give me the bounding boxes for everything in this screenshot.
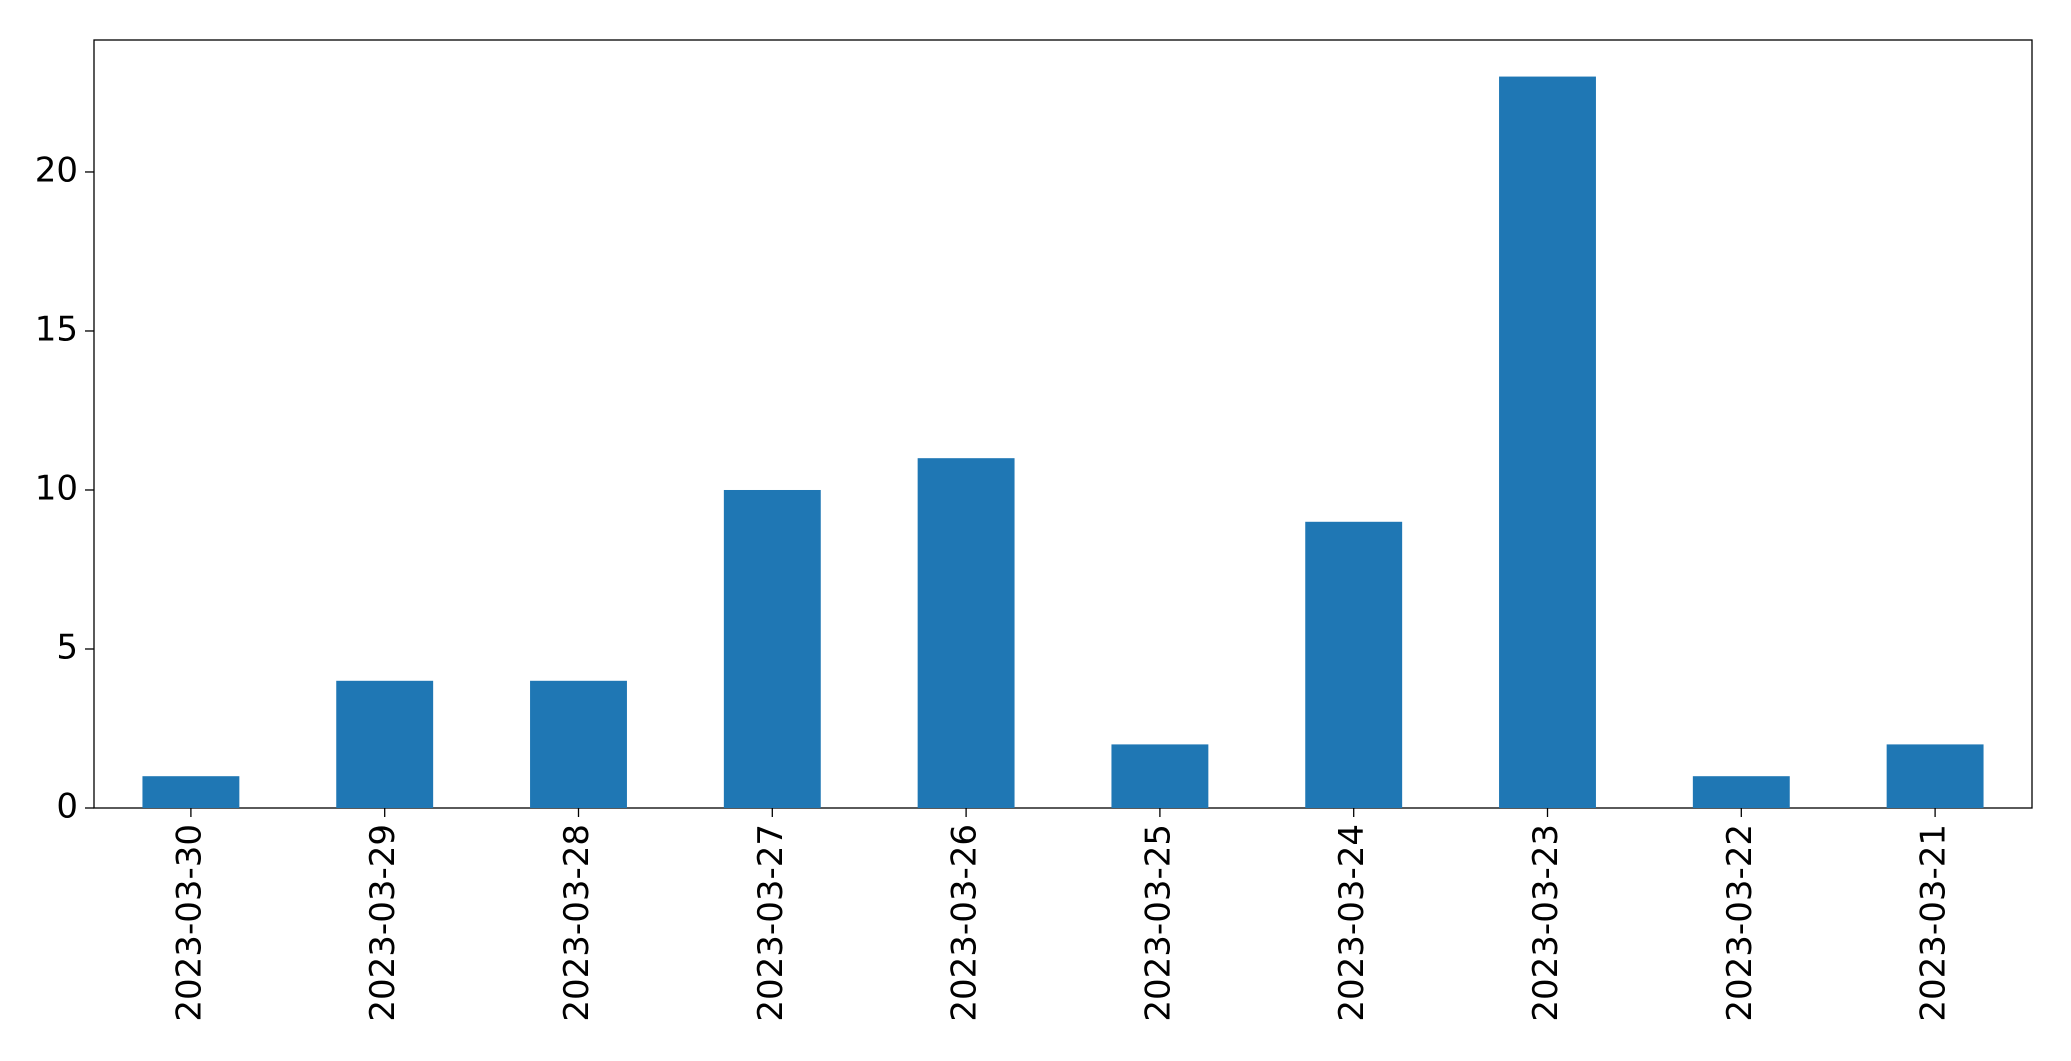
bar	[1499, 76, 1596, 809]
x-tick-label: 2023-03-26	[945, 824, 985, 1022]
bar	[917, 458, 1015, 808]
x-tick-label: 2023-03-30	[169, 824, 209, 1022]
y-tick-label: 5	[56, 627, 78, 667]
y-tick-label: 20	[35, 150, 78, 190]
x-tick-label: 2023-03-28	[557, 824, 597, 1022]
plot-frame	[93, 39, 2033, 809]
bar	[1111, 744, 1209, 808]
bar	[336, 680, 434, 808]
bar	[142, 776, 240, 808]
y-tick-label: 10	[35, 468, 78, 508]
bar	[1692, 776, 1790, 808]
bar	[1886, 744, 1984, 808]
x-tick-label: 2023-03-27	[751, 824, 791, 1022]
bar	[723, 489, 821, 808]
x-tick-label: 2023-03-25	[1138, 824, 1178, 1022]
x-tick-label: 2023-03-23	[1526, 824, 1566, 1022]
y-tick-label: 15	[35, 309, 78, 349]
y-tick-label: 0	[56, 787, 78, 827]
x-tick-label: 2023-03-24	[1332, 824, 1372, 1022]
x-tick-label: 2023-03-29	[363, 824, 403, 1022]
bar	[1305, 521, 1403, 808]
x-tick-label: 2023-03-22	[1720, 824, 1760, 1022]
x-tick-label: 2023-03-21	[1914, 824, 1954, 1022]
bar	[530, 680, 627, 808]
